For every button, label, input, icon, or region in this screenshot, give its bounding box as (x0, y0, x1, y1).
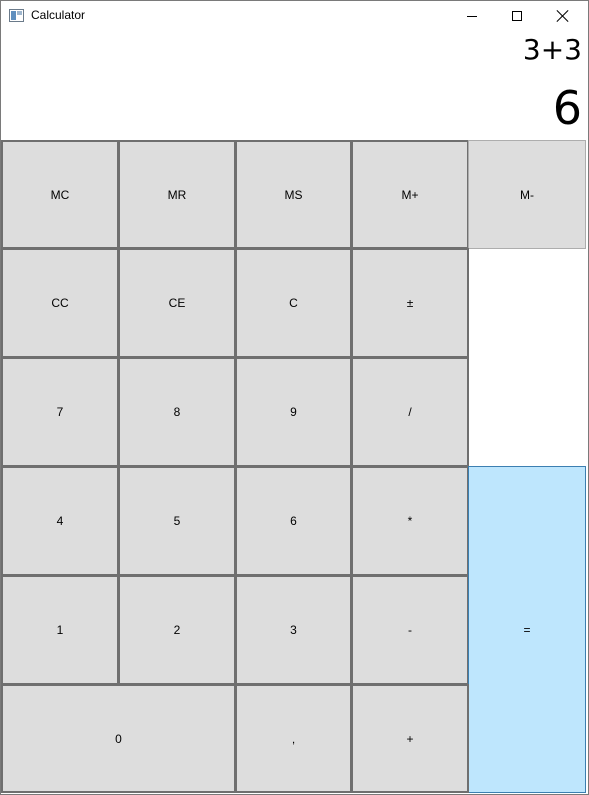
minimize-icon (467, 15, 477, 17)
decimal-button[interactable]: , (235, 684, 352, 793)
digit-8-button[interactable]: 8 (118, 357, 236, 467)
clear-button[interactable]: C (235, 248, 352, 358)
digit-6-button[interactable]: 6 (235, 466, 352, 576)
digit-4-button[interactable]: 4 (1, 466, 119, 576)
app-icon (9, 9, 24, 22)
minimize-button[interactable] (449, 1, 495, 31)
digit-1-button[interactable]: 1 (1, 575, 119, 685)
add-button[interactable]: + (351, 684, 469, 793)
digit-0-button[interactable]: 0 (1, 684, 236, 793)
digit-3-button[interactable]: 3 (235, 575, 352, 685)
digit-7-button[interactable]: 7 (1, 357, 119, 467)
negate-button[interactable]: ± (351, 248, 469, 358)
clear-all-button[interactable]: CC (1, 248, 119, 358)
memory-store-button[interactable]: MS (235, 140, 352, 249)
divide-button[interactable]: / (351, 357, 469, 467)
close-button[interactable] (540, 1, 586, 31)
subtract-button[interactable]: - (351, 575, 469, 685)
equals-button[interactable]: = (468, 466, 586, 793)
memory-recall-button[interactable]: MR (118, 140, 236, 249)
digit-2-button[interactable]: 2 (118, 575, 236, 685)
memory-add-button[interactable]: M+ (351, 140, 469, 249)
result-display: 6 (552, 81, 582, 135)
memory-clear-button[interactable]: MC (1, 140, 119, 249)
expression-display: 3+3 (522, 33, 582, 66)
memory-subtract-button[interactable]: M- (468, 140, 586, 249)
clear-entry-button[interactable]: CE (118, 248, 236, 358)
multiply-button[interactable]: * (351, 466, 469, 576)
title-bar[interactable]: Calculator (1, 1, 588, 31)
close-icon (557, 10, 569, 22)
window-title: Calculator (31, 8, 86, 22)
maximize-icon (512, 11, 522, 21)
digit-5-button[interactable]: 5 (118, 466, 236, 576)
digit-9-button[interactable]: 9 (235, 357, 352, 467)
maximize-button[interactable] (494, 1, 540, 31)
